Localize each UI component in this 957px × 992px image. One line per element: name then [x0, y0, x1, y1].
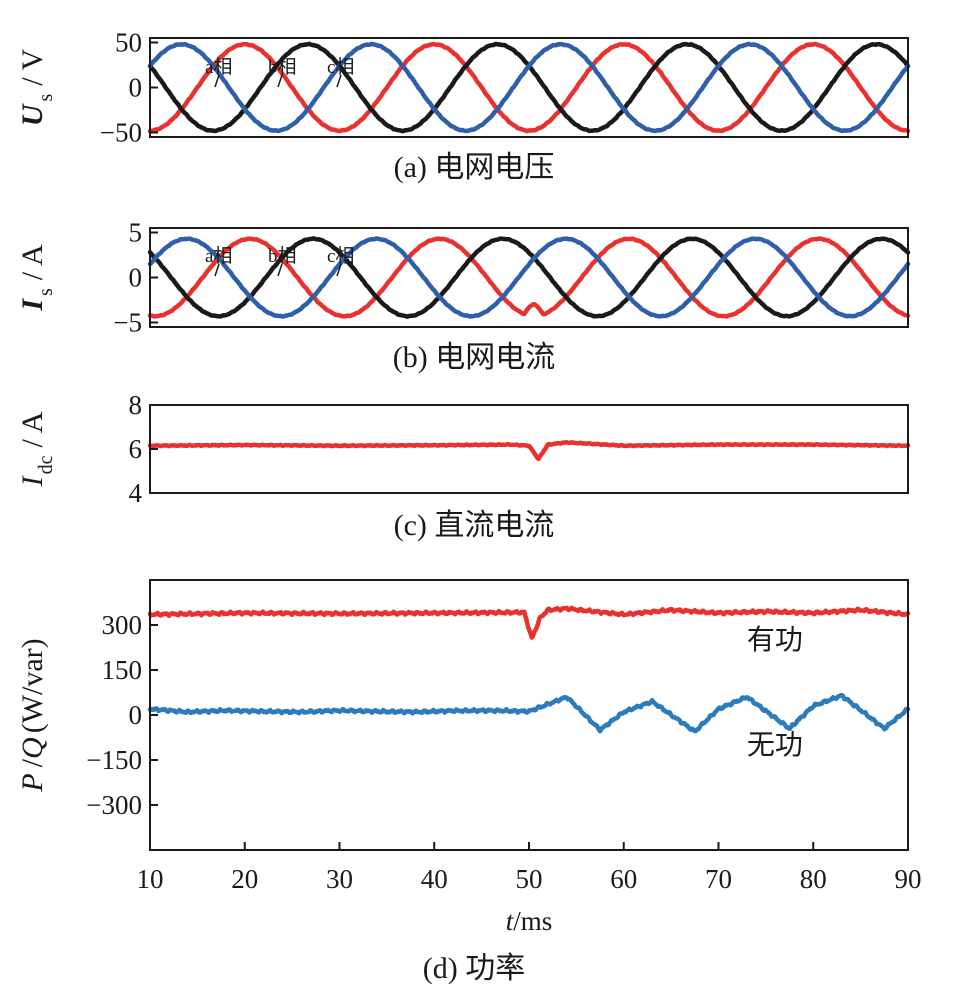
- phase-label-2-3: c相: [327, 245, 354, 267]
- series-line-1-2: [147, 41, 911, 134]
- series-annotation-1: 有功: [747, 624, 803, 656]
- phase-arrow-2-2: [277, 263, 283, 277]
- phase-arrow-1-1: [214, 74, 220, 88]
- y-label-symbol: U: [16, 103, 49, 126]
- y-label-symbol-q: Q: [16, 737, 49, 759]
- y-tick-label-2-1: 5: [129, 218, 143, 248]
- x-tick-label-7: 70: [705, 864, 732, 894]
- x-tick-label-4: 40: [421, 864, 448, 894]
- phase-label-1-1: a相: [205, 56, 232, 78]
- series-line-2-3: [147, 236, 911, 319]
- y-label-symbol: I: [16, 298, 49, 312]
- phase-arrow-2-3: [336, 263, 342, 277]
- chart-panel-3: 8 6 4 Idc / A (c) 直流电流: [16, 390, 911, 542]
- x-tick-label-9: 90: [895, 864, 922, 894]
- series-line-1-3: [147, 41, 911, 134]
- y-tick-label-4-1: 300: [102, 610, 143, 640]
- series-line-4-2: [147, 692, 911, 734]
- panel-caption-4: (d) 功率: [423, 952, 525, 985]
- y-axis-label-3: Idc / A: [16, 411, 57, 487]
- x-tick-label-1: 10: [137, 864, 164, 894]
- y-tick-label-3-1: 8: [129, 390, 143, 420]
- series-line-2-1: [147, 236, 911, 319]
- x-tick-label-2: 20: [231, 864, 258, 894]
- panel-caption-3: (c) 直流电流: [394, 509, 555, 542]
- y-label-unit: / A: [16, 244, 49, 280]
- x-tick-label-5: 50: [516, 864, 543, 894]
- chart-panel-1: 50 0 −50 Us / V a相 b相 c相 (a) 电网电压: [16, 28, 911, 184]
- y-tick-label-2-2: 0: [129, 263, 143, 293]
- y-label-slash: /: [16, 758, 49, 767]
- y-tick-label-4-3: 0: [129, 700, 143, 730]
- y-label-subscript: dc: [35, 455, 57, 474]
- phase-label-1-2: b相: [268, 56, 297, 78]
- panel-caption-2: (b) 电网电流: [393, 341, 555, 374]
- y-label-unit: / V: [16, 48, 49, 85]
- phase-label-1-3: c相: [327, 56, 354, 78]
- y-tick-label-4-2: 150: [102, 655, 143, 685]
- series-line-1-1: [147, 41, 911, 134]
- phase-arrow-1-3: [336, 74, 342, 88]
- y-tick-label-3-2: 6: [129, 434, 143, 464]
- series-line-2-2: [147, 236, 911, 319]
- y-tick-label-1-3: −50: [100, 118, 142, 148]
- series-annotation-2: 无功: [747, 730, 803, 761]
- x-tick-label-6: 60: [610, 864, 637, 894]
- panel-caption-1: (a) 电网电压: [394, 151, 555, 184]
- x-tick-label-3: 30: [326, 864, 353, 894]
- plot-frame-4: [149, 579, 909, 851]
- phase-label-2-2: b相: [268, 245, 297, 267]
- chart-panel-2: 5 0 −5 Is / A a相 b相 c相 (b) 电网电流: [16, 218, 911, 374]
- series-line-4-1: [147, 605, 911, 640]
- y-label-subscript: s: [35, 288, 57, 296]
- y-label-symbol: I: [16, 474, 49, 487]
- y-tick-label-1-1: 50: [115, 28, 142, 58]
- phase-arrow-1-2: [277, 74, 283, 88]
- phase-label-2-1: a相: [205, 245, 232, 267]
- y-label-unit: / A: [16, 411, 49, 447]
- y-tick-label-2-3: −5: [113, 308, 142, 338]
- phase-arrow-2-1: [214, 263, 220, 277]
- x-label-unit: /ms: [513, 906, 552, 936]
- series-line-3-1: [147, 439, 911, 462]
- y-axis-label-2: Is / A: [16, 244, 57, 312]
- y-tick-label-1-2: 0: [129, 73, 143, 103]
- x-label-symbol: t: [506, 906, 515, 936]
- y-tick-label-4-5: −300: [86, 790, 142, 820]
- y-label-symbol-p: P: [16, 773, 49, 792]
- y-axis-label-1: Us / V: [16, 48, 57, 126]
- y-tick-label-3-3: 4: [129, 478, 143, 508]
- x-axis-label: t/ms: [506, 906, 553, 936]
- y-axis-label-4: P /Q (W/var): [16, 638, 49, 792]
- x-tick-label-8: 80: [800, 864, 827, 894]
- y-tick-label-4-4: −150: [86, 745, 142, 775]
- y-label-subscript: s: [35, 94, 57, 102]
- y-label-unit: (W/var): [16, 638, 49, 733]
